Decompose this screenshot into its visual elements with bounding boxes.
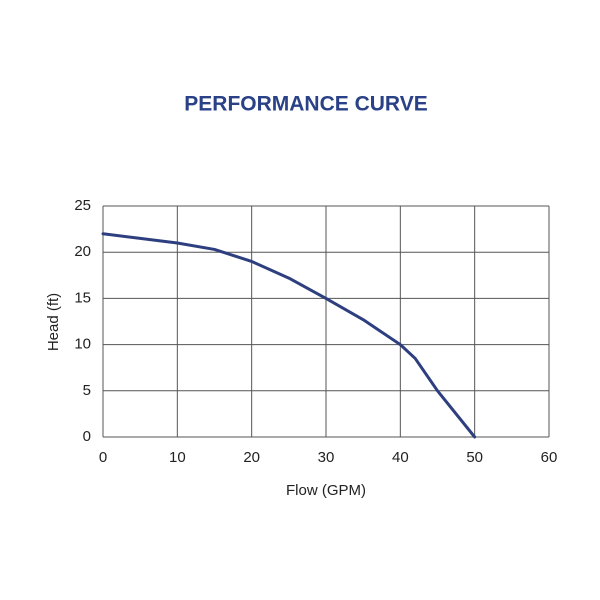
x-tick-label: 30: [318, 449, 335, 466]
y-axis-label: Head (ft): [45, 293, 62, 351]
x-tick-label: 40: [392, 449, 409, 466]
x-tick-label: 0: [99, 449, 107, 466]
y-tick-label: 15: [74, 289, 91, 306]
y-tick-label: 0: [83, 428, 91, 445]
y-tick-label: 5: [83, 382, 91, 399]
y-tick-label: 20: [74, 243, 91, 260]
y-tick-label: 25: [74, 197, 91, 214]
y-tick-label: 10: [74, 336, 91, 353]
x-tick-label: 20: [243, 449, 260, 466]
x-axis-label: Flow (GPM): [286, 482, 366, 499]
x-tick-label: 50: [466, 449, 483, 466]
chart-title: PERFORMANCE CURVE: [184, 93, 427, 116]
x-tick-label: 60: [541, 449, 558, 466]
x-tick-label: 10: [169, 449, 186, 466]
data-line: [101, 232, 477, 439]
